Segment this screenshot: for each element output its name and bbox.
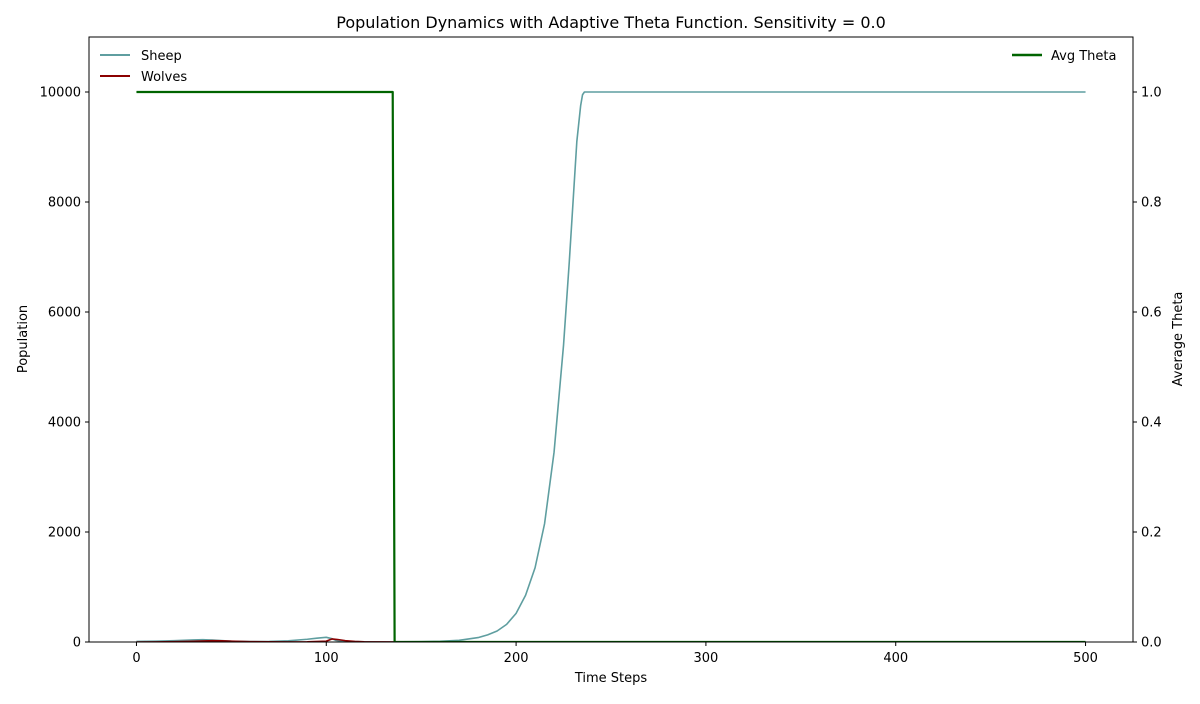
y-tick-label: 0 — [73, 636, 81, 651]
series-line-sheep — [136, 91, 1086, 642]
x-tick-label: 500 — [1073, 651, 1098, 666]
y2-tick-label: 0.0 — [1141, 636, 1162, 651]
y2-axis-label: Average Theta — [1171, 292, 1186, 387]
legend-label: Sheep — [141, 49, 182, 64]
series-line-avg-theta — [136, 90, 1086, 642]
y2-tick-label: 0.2 — [1141, 526, 1162, 541]
x-tick-label: 0 — [132, 651, 140, 666]
y-tick-label: 10000 — [40, 86, 81, 101]
plot-area: 0 100 200 300 400 500 0 2000 4000 6000 8000 10000 0.… — [40, 36, 1162, 666]
legend-label: Avg Theta — [1051, 49, 1116, 64]
y2-tick-label: 0.8 — [1141, 196, 1162, 211]
y-tick-label: 4000 — [48, 416, 81, 431]
y-tick-label: 6000 — [48, 306, 81, 321]
plot-frame — [88, 36, 1134, 643]
y-axis-label: Population — [16, 305, 31, 373]
x-axis-label: Time Steps — [574, 671, 648, 686]
y-tick-label: 8000 — [48, 196, 81, 211]
y2-tick-label: 0.4 — [1141, 416, 1162, 431]
legend-label: Wolves — [141, 70, 187, 85]
y2-tick-label: 1.0 — [1141, 86, 1162, 101]
x-tick-label: 200 — [504, 651, 529, 666]
x-tick-label: 100 — [314, 651, 339, 666]
x-tick-label: 400 — [883, 651, 908, 666]
series-line-wolves — [136, 638, 1086, 642]
chart-title: Population Dynamics with Adaptive Theta … — [336, 13, 886, 32]
y2-tick-label: 0.6 — [1141, 306, 1162, 321]
y-tick-label: 2000 — [48, 526, 81, 541]
x-tick-label: 300 — [693, 651, 718, 666]
